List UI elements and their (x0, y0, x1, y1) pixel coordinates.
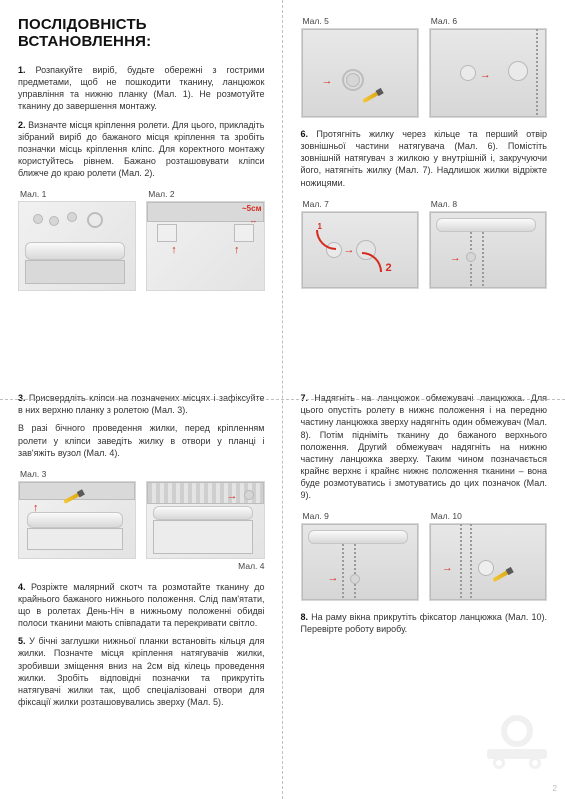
figure-1: Мал. 1 (18, 189, 136, 291)
fig-2-illustration: ↑ ↑ ~5см ↔ (146, 201, 264, 291)
fig-4-illustration: → (146, 481, 264, 559)
fig-row-1: Мал. 1 Мал. 2 ↑ ↑ ~5см (18, 189, 265, 291)
figure-3: Мал. 3 ↑ (18, 469, 136, 573)
fig-3-illustration: ↑ (18, 481, 136, 559)
figure-2: Мал. 2 ↑ ↑ ~5см ↔ (146, 189, 264, 291)
quadrant-bottom-left: 3. Присвердліть кліпси на позначених міс… (0, 376, 283, 799)
step-7: 7. Надягніть на ланцюжок обмежувачі ланц… (301, 392, 548, 501)
figure-8: Мал. 8 → (429, 199, 547, 289)
fig-2-note: ~5см (242, 204, 262, 213)
fig-1-illustration (18, 201, 136, 291)
fig-9-illustration: → (301, 523, 419, 601)
fig-1-label: Мал. 1 (18, 189, 136, 199)
quadrant-bottom-right: 7. Надягніть на ланцюжок обмежувачі ланц… (283, 376, 565, 799)
fig-10-label: Мал. 10 (429, 511, 547, 521)
figure-6: Мал. 6 → (429, 16, 547, 118)
fig-6-illustration: → (429, 28, 547, 118)
fig7-num1: 1 (318, 222, 322, 231)
step-8: 8. На раму вікна прикрутіть фіксатор лан… (301, 611, 548, 635)
fig-5-illustration: → (301, 28, 419, 118)
fig-10-illustration: → (429, 523, 547, 601)
step-6: 6. Протягніть жилку через кільце та перш… (301, 128, 548, 189)
step-5: 5. У бічні заглушки нижньої планки встан… (18, 635, 265, 708)
fig-row-5-6: Мал. 5 → Мал. 6 → (301, 16, 548, 118)
fig-row-3-4: Мал. 3 ↑ → Мал. 4 (18, 469, 265, 573)
watermark-icon (487, 709, 547, 769)
fig-6-label: Мал. 6 (429, 16, 547, 26)
fig-7-illustration: 1 2 → (301, 211, 419, 289)
fig-8-illustration: → (429, 211, 547, 289)
page-number: 2 (553, 784, 557, 793)
fig-7-label: Мал. 7 (301, 199, 419, 209)
fig-2-label: Мал. 2 (146, 189, 264, 199)
fig-5-label: Мал. 5 (301, 16, 419, 26)
step-1: 1. Розпакуйте виріб, будьте обережні з г… (18, 64, 265, 113)
figure-5: Мал. 5 → (301, 16, 419, 118)
figure-4: → Мал. 4 (146, 469, 264, 573)
fig-row-7-8: Мал. 7 1 2 → Мал. 8 (301, 199, 548, 289)
fig-9-label: Мал. 9 (301, 511, 419, 521)
step-3: 3. Присвердліть кліпси на позначених міс… (18, 392, 265, 416)
quadrant-top-right: Мал. 5 → Мал. 6 → (283, 0, 565, 376)
horizontal-divider (0, 399, 565, 400)
quadrant-top-left: ПОСЛІДОВНІСТЬ ВСТАНОВЛЕННЯ: 1. Розпакуйт… (0, 0, 283, 376)
step-4: 4. Розріжте малярний скотч та розмотайте… (18, 581, 265, 630)
fig7-num2: 2 (386, 262, 392, 274)
step-2: 2. Визначте місця кріплення ролети. Для … (18, 119, 265, 180)
fig-3-label: Мал. 3 (18, 469, 136, 479)
figure-7: Мал. 7 1 2 → (301, 199, 419, 289)
fig-row-9-10: Мал. 9 → Мал. 10 → (301, 511, 548, 601)
page-title: ПОСЛІДОВНІСТЬ ВСТАНОВЛЕННЯ: (18, 16, 265, 50)
fig-4-label: Мал. 4 (146, 561, 264, 571)
figure-9: Мал. 9 → (301, 511, 419, 601)
figure-10: Мал. 10 → (429, 511, 547, 601)
step-3b: В разі бічного проведення жилки, перед к… (18, 422, 265, 458)
fig-8-label: Мал. 8 (429, 199, 547, 209)
